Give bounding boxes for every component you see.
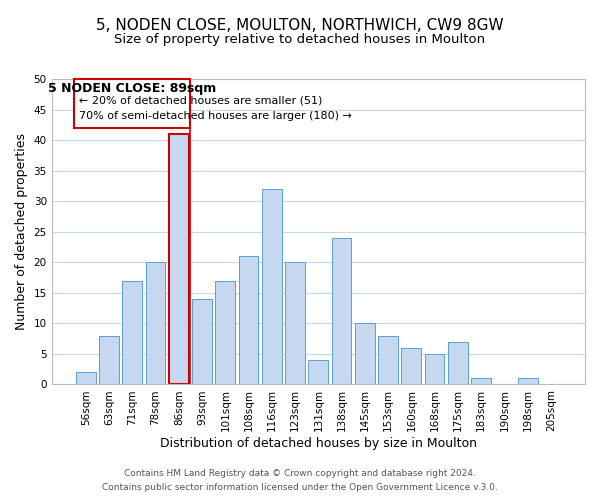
- Bar: [262, 189, 282, 384]
- Text: Contains HM Land Registry data © Crown copyright and database right 2024.: Contains HM Land Registry data © Crown c…: [124, 468, 476, 477]
- Bar: [518, 378, 538, 384]
- Bar: [355, 324, 375, 384]
- Bar: [401, 348, 421, 385]
- Bar: [332, 238, 352, 384]
- Bar: [239, 256, 259, 384]
- Y-axis label: Number of detached properties: Number of detached properties: [15, 133, 28, 330]
- Bar: [285, 262, 305, 384]
- Bar: [122, 280, 142, 384]
- Text: ← 20% of detached houses are smaller (51): ← 20% of detached houses are smaller (51…: [79, 95, 323, 105]
- Text: 70% of semi-detached houses are larger (180) →: 70% of semi-detached houses are larger (…: [79, 112, 352, 122]
- Text: Contains public sector information licensed under the Open Government Licence v.: Contains public sector information licen…: [102, 484, 498, 492]
- Bar: [378, 336, 398, 384]
- Text: 5, NODEN CLOSE, MOULTON, NORTHWICH, CW9 8GW: 5, NODEN CLOSE, MOULTON, NORTHWICH, CW9 …: [96, 18, 504, 32]
- Text: 5 NODEN CLOSE: 89sqm: 5 NODEN CLOSE: 89sqm: [48, 82, 217, 95]
- Bar: [471, 378, 491, 384]
- Bar: [448, 342, 468, 384]
- Text: Size of property relative to detached houses in Moulton: Size of property relative to detached ho…: [115, 32, 485, 46]
- Bar: [76, 372, 95, 384]
- X-axis label: Distribution of detached houses by size in Moulton: Distribution of detached houses by size …: [160, 437, 477, 450]
- Bar: [99, 336, 119, 384]
- Bar: [308, 360, 328, 384]
- Bar: [146, 262, 166, 384]
- FancyBboxPatch shape: [74, 79, 190, 128]
- Bar: [169, 134, 188, 384]
- Bar: [192, 299, 212, 384]
- Bar: [425, 354, 445, 384]
- Bar: [215, 280, 235, 384]
